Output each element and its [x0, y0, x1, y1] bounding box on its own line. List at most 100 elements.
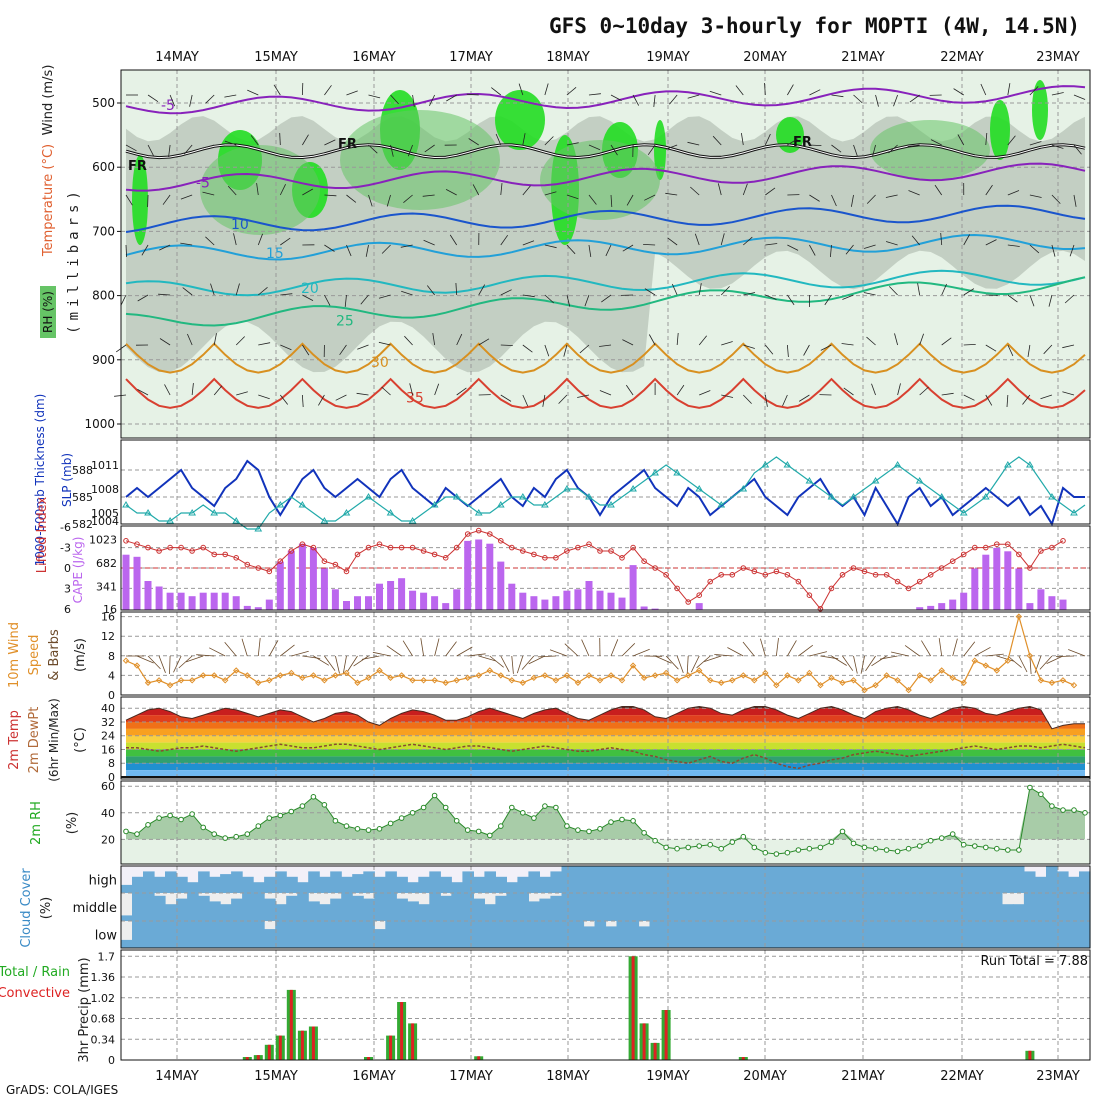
li-marker	[597, 548, 603, 554]
upper-wind-barb	[522, 294, 535, 298]
wind-speed-marker	[894, 677, 901, 684]
cloud-bar-low	[517, 921, 529, 948]
lifted-index-ylabel: Lifted Index	[35, 496, 50, 573]
precip-convective-bar	[289, 989, 293, 1060]
wind-speed-marker	[993, 667, 1001, 674]
wind-speed-marker	[343, 669, 350, 677]
wind-speed-marker	[1026, 652, 1034, 660]
li-marker	[994, 541, 1000, 548]
cloud-bar-middle	[803, 893, 816, 921]
cloud-bar-middle	[484, 904, 496, 921]
wind-speed-marker	[982, 662, 990, 669]
upper-wind-barb	[182, 287, 193, 296]
cloud-bar-low	[506, 921, 518, 948]
bottom-date-label-4: 18MAY	[546, 1069, 590, 1084]
cloud-bar-low	[638, 926, 651, 948]
cloud-bar-high	[935, 866, 948, 893]
slp-marker	[1026, 461, 1034, 468]
slp-marker	[871, 477, 880, 484]
cloud-bar-low	[462, 921, 474, 948]
upper-wind-barb	[544, 83, 549, 96]
cape-tick-1023: 1023	[89, 533, 117, 546]
wind-speed-marker	[762, 669, 769, 677]
upper-wind-barb	[542, 394, 546, 407]
cape-bar	[232, 596, 240, 610]
li-marker	[233, 555, 239, 561]
pressure-tick-500: 500	[92, 96, 115, 110]
wind-speed-marker	[376, 667, 383, 674]
li-marker	[310, 544, 317, 551]
upper-wind-barb	[1051, 244, 1056, 257]
wind-speed-marker	[354, 679, 361, 686]
cloud-bar-low	[671, 921, 684, 948]
cape-bar	[331, 589, 339, 610]
rh2m-marker	[883, 847, 890, 853]
cape-bar	[144, 581, 152, 610]
slp-marker	[298, 501, 307, 508]
temp2m-ylabel-2: 2m DewPt	[27, 707, 42, 774]
upper-wind-barb	[302, 188, 313, 196]
cloud-bar-low	[528, 921, 540, 948]
wind-barb	[610, 639, 619, 657]
upper-wind-barb	[424, 144, 435, 153]
upper-wind-barb	[378, 294, 391, 299]
upper-wind-barb	[137, 389, 149, 396]
wind-speed-marker	[122, 657, 130, 664]
wind-barb	[420, 638, 425, 657]
cloud-bar-low	[187, 921, 199, 948]
rh2m-tick-40: 40	[101, 807, 115, 820]
rh2m-marker	[960, 841, 967, 848]
slp-marker	[144, 509, 152, 516]
upper-wind-barb	[558, 394, 568, 404]
cloud-bar-high	[792, 866, 805, 893]
rh-blob-7	[654, 120, 666, 180]
cloud-bar-high	[506, 882, 518, 893]
upper-wind-barb	[1027, 344, 1031, 357]
wind-ylabel: Wind (m/s)	[41, 65, 56, 136]
wind-speed-marker	[629, 662, 637, 669]
li-marker	[509, 544, 515, 551]
wind-speed-marker	[673, 677, 681, 684]
upper-wind-barb	[610, 194, 613, 208]
cloud-bar-high	[539, 876, 551, 893]
cloud-bar-high	[407, 882, 419, 893]
cape-bar	[585, 581, 593, 610]
wind-barb	[178, 655, 193, 669]
upper-wind-barb	[1029, 294, 1035, 307]
cloud-bar-high	[902, 866, 915, 893]
cloud-bar-low	[330, 921, 342, 948]
wind-barb	[169, 655, 171, 675]
cloud-bar-low	[1001, 921, 1014, 948]
upper-wind-barb	[644, 288, 656, 296]
upper-wind-barb	[446, 94, 457, 102]
upper-wind-barb	[963, 344, 976, 346]
upper-wind-barb	[422, 194, 435, 197]
cape-tick-341: 341	[96, 580, 117, 593]
wind-speed-marker	[916, 672, 923, 679]
cloud-bar-high	[1001, 866, 1014, 893]
upper-wind-barb	[831, 94, 844, 98]
wind-frame	[120, 611, 1091, 696]
upper-wind-barb	[1022, 394, 1031, 405]
cloud-bar-high	[319, 876, 331, 893]
upper-wind-barb	[963, 394, 975, 401]
cloud-bar-low	[352, 921, 364, 948]
upper-wind-barb	[610, 144, 618, 156]
wind-barb	[347, 655, 358, 672]
wind-speed-marker	[971, 657, 978, 664]
upper-wind-barb	[871, 383, 876, 396]
upper-wind-barb	[381, 386, 391, 396]
cape-bar	[949, 599, 957, 610]
precip-convective-bar	[245, 1057, 249, 1060]
freezing-label-0: FR	[128, 159, 147, 174]
upper-wind-barb	[584, 294, 590, 307]
cloud-bar-low	[935, 921, 948, 948]
wind-barb	[974, 646, 991, 657]
temp-band-2	[126, 715, 1085, 722]
cape-bar	[519, 592, 527, 610]
cloud-bar-high	[616, 866, 629, 893]
cloud-bar-low	[792, 921, 805, 948]
cloud-bar-low	[616, 921, 629, 948]
li-marker	[630, 544, 636, 551]
